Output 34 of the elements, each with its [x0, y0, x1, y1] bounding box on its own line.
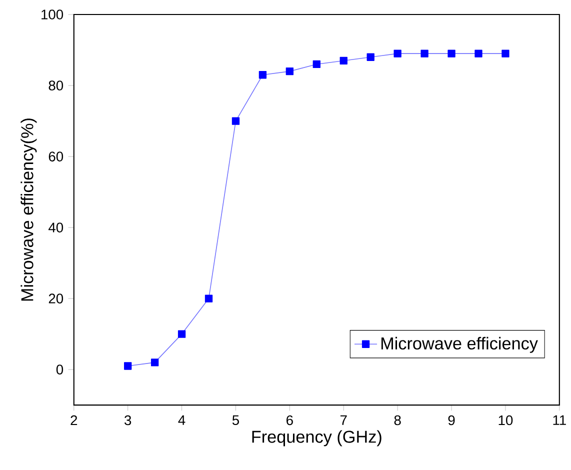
legend-label: Microwave efficiency — [381, 337, 538, 354]
point — [312, 60, 320, 68]
y-tick-label: 60 — [48, 152, 64, 162]
point — [150, 358, 159, 366]
point — [286, 68, 294, 76]
point — [232, 117, 240, 125]
x-tick-label: 8 — [394, 416, 401, 426]
x-tick-label: 7 — [340, 416, 347, 426]
y-axis-title: Microwave efficiency(%) — [20, 118, 37, 301]
point — [124, 362, 132, 370]
x-tick-label: 4 — [178, 416, 186, 426]
point — [474, 50, 482, 58]
y-tick-label: 100 — [42, 10, 64, 20]
x-tick-label: 6 — [286, 416, 293, 426]
point — [420, 50, 428, 58]
x-axis-title: Frequency (GHz) — [252, 430, 382, 446]
point — [448, 50, 456, 58]
y-tick-label: 0 — [56, 364, 64, 375]
point — [394, 50, 402, 58]
x-tick-label: 5 — [232, 416, 239, 426]
x-tick-label: 2 — [70, 416, 78, 426]
point — [340, 56, 348, 65]
x-tick-label: 11 — [553, 416, 566, 426]
point — [204, 294, 213, 303]
point — [366, 53, 374, 62]
x-tick-label: 9 — [448, 416, 455, 426]
y-tick-label: 40 — [48, 222, 64, 233]
point — [502, 50, 510, 58]
y-tick-label: 20 — [48, 294, 64, 304]
y-tick-label: 80 — [48, 80, 64, 91]
point — [258, 71, 267, 79]
x-tick-label: 3 — [124, 416, 132, 426]
point — [178, 330, 186, 338]
x-tick-label: 10 — [498, 416, 513, 426]
